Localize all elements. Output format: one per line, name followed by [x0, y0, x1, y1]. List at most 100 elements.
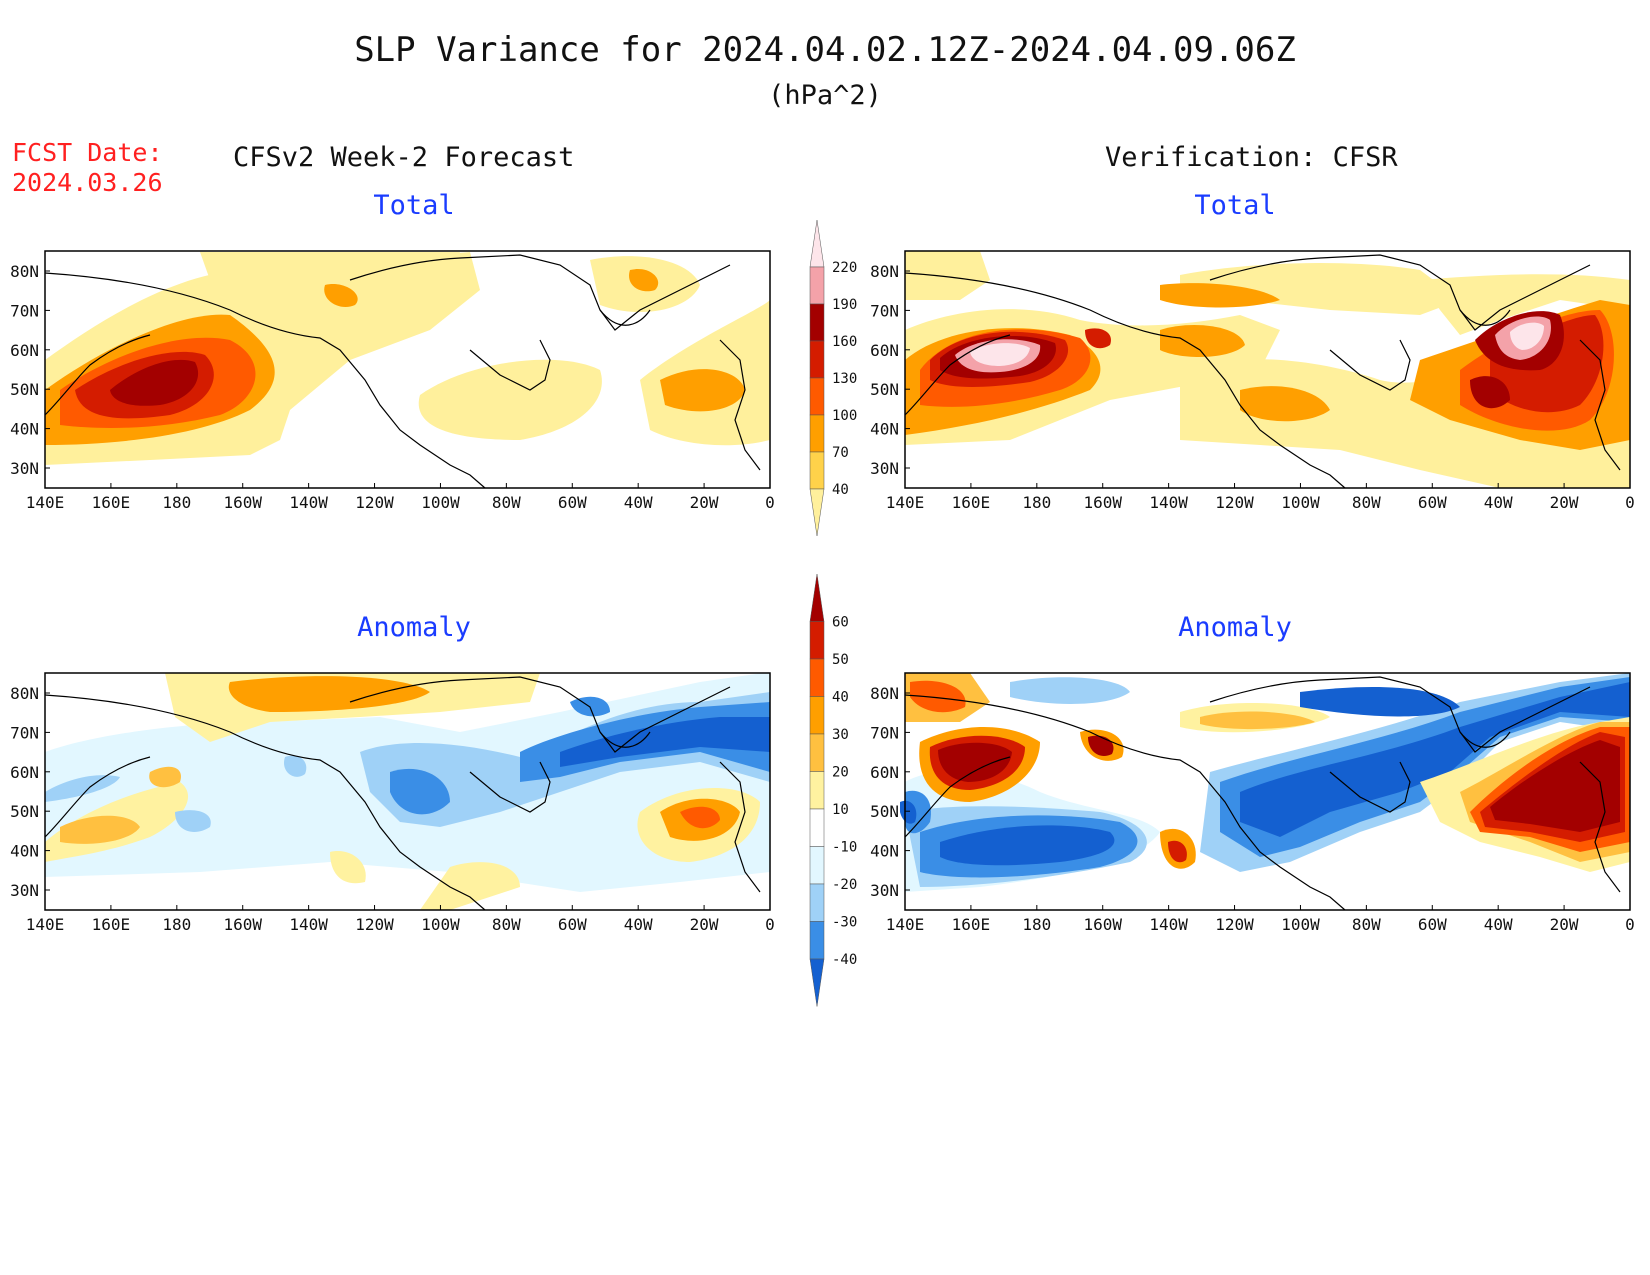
lon-tick-label: 140W — [1149, 493, 1188, 512]
colorbar-swatch — [809, 696, 825, 735]
lon-tick-label: 80W — [1352, 493, 1381, 512]
lon-tick-label: 160W — [1083, 493, 1122, 512]
lon-tick-label: 0 — [1625, 915, 1635, 934]
lat-tick-label: 70N — [10, 301, 39, 320]
map-panel-fcst-total: 140E 160E 180 160W 140W 120W 100W 80W 60W 40W 20W 0… — [10, 250, 775, 512]
lat-tick-label: 40N — [870, 842, 899, 861]
lat-tick-label: 40N — [870, 420, 899, 439]
colorbar-label: 20 — [832, 765, 849, 781]
lat-tick-label: 60N — [10, 341, 39, 360]
colorbar-label: 40 — [832, 482, 849, 498]
colorbar-label: 130 — [832, 371, 857, 387]
colorbar-label: -30 — [832, 915, 857, 931]
coastlines — [904, 676, 1621, 911]
lon-tick-label: 160W — [223, 493, 262, 512]
coastlines — [44, 254, 761, 489]
lon-tick-label: 80W — [1352, 915, 1381, 934]
colorbar-label: 30 — [832, 727, 849, 743]
colorbar-label: 220 — [832, 260, 857, 276]
lon-tick-label: 100W — [1281, 493, 1320, 512]
colorbar-swatch — [809, 451, 825, 490]
lon-tick-label: 180 — [1022, 915, 1051, 934]
lon-tick-label: 180 — [162, 493, 191, 512]
lat-tick-labels: 80N 70N 60N 50N 40N 30N — [10, 262, 50, 478]
lat-tick-label: 70N — [870, 723, 899, 742]
lat-tick-label: 60N — [870, 763, 899, 782]
lon-tick-label: 140W — [289, 493, 328, 512]
lon-tick-labels: 140E 160E 180 160W 140W 120W 100W 80W 60W 40W 20W 0 — [886, 483, 1635, 512]
lon-tick-label: 100W — [421, 915, 460, 934]
lon-tick-label: 20W — [690, 915, 719, 934]
lon-tick-label: 60W — [558, 915, 587, 934]
map-panel-fcst-anomaly: 140E 160E 180 160W 140W 120W 100W 80W 60W 40W 20W 0… — [10, 672, 775, 934]
lon-tick-label: 160E — [952, 493, 991, 512]
lon-tick-label: 120W — [1215, 493, 1254, 512]
lon-tick-label: 60W — [1418, 493, 1447, 512]
colorbar-swatch — [809, 958, 825, 1007]
lon-tick-label: 40W — [1484, 915, 1513, 934]
colorbar-swatch — [809, 658, 825, 697]
colorbar-swatch — [809, 219, 825, 268]
colorbar-swatch — [809, 621, 825, 660]
lon-tick-label: 120W — [355, 915, 394, 934]
lon-tick-label: 160E — [952, 915, 991, 934]
colorbar-label: 40 — [832, 690, 849, 706]
panel-frame — [904, 250, 1631, 489]
colorbar-swatch — [809, 488, 825, 537]
figure-title: SLP Variance for 2024.04.02.12Z-2024.04.… — [354, 30, 1296, 70]
lon-tick-label: 0 — [765, 915, 775, 934]
lon-tick-label: 100W — [421, 493, 460, 512]
lat-tick-label: 30N — [870, 459, 899, 478]
colorbar-label: 70 — [832, 445, 849, 461]
colorbar-swatch — [809, 414, 825, 453]
fcst-date-label: FCST Date: — [12, 138, 163, 167]
lon-tick-label: 40W — [624, 493, 653, 512]
lon-tick-label: 140E — [26, 493, 65, 512]
panel-frame — [904, 672, 1631, 911]
lon-tick-label: 140E — [886, 493, 925, 512]
colorbar-swatch — [809, 883, 825, 922]
lat-tick-labels: 80N 70N 60N 50N 40N 30N — [10, 684, 50, 900]
lon-tick-label: 120W — [355, 493, 394, 512]
lon-tick-label: 60W — [558, 493, 587, 512]
lon-tick-label: 80W — [492, 915, 521, 934]
colorbar-swatch — [809, 921, 825, 960]
lon-tick-label: 180 — [1022, 493, 1051, 512]
lon-tick-label: 160E — [92, 493, 131, 512]
lat-tick-labels: 80N 70N 60N 50N 40N 30N — [870, 262, 910, 478]
lon-tick-label: 60W — [1418, 915, 1447, 934]
lon-tick-label: 160W — [1083, 915, 1122, 934]
contour-fill — [45, 672, 770, 910]
forecast-header: CFSv2 Week-2 Forecast — [233, 142, 575, 173]
panel-subtitle-cfsr-total: Total — [1194, 190, 1276, 221]
lat-tick-label: 50N — [870, 380, 899, 399]
lat-tick-label: 80N — [10, 684, 39, 703]
colorbar-label: -20 — [832, 877, 857, 893]
lat-tick-label: 30N — [870, 881, 899, 900]
colorbar-swatch — [809, 303, 825, 342]
lon-tick-label: 40W — [624, 915, 653, 934]
lon-tick-label: 160W — [223, 915, 262, 934]
lon-tick-label: 180 — [162, 915, 191, 934]
lon-tick-label: 0 — [1625, 493, 1635, 512]
lon-tick-label: 140E — [26, 915, 65, 934]
lat-tick-label: 50N — [870, 802, 899, 821]
lat-tick-label: 40N — [10, 842, 39, 861]
colorbar-swatch — [809, 808, 825, 847]
lat-tick-label: 30N — [10, 881, 39, 900]
panel-subtitle-fcst-total: Total — [373, 190, 455, 221]
lon-tick-label: 100W — [1281, 915, 1320, 934]
lat-tick-label: 60N — [870, 341, 899, 360]
panel-frame — [44, 672, 771, 911]
lon-tick-labels: 140E 160E 180 160W 140W 120W 100W 80W 60W 40W 20W 0 — [886, 905, 1635, 934]
colorbar-label: 160 — [832, 334, 857, 350]
lon-tick-label: 140W — [289, 915, 328, 934]
lat-tick-labels: 80N 70N 60N 50N 40N 30N — [870, 684, 910, 900]
contour-fill — [900, 673, 1630, 892]
lon-tick-label: 40W — [1484, 493, 1513, 512]
colorbar-label: 190 — [832, 297, 857, 313]
fcst-date-value: 2024.03.26 — [12, 168, 163, 197]
colorbar-label: 50 — [832, 652, 849, 668]
lon-tick-label: 160E — [92, 915, 131, 934]
colorbar-swatch — [809, 266, 825, 305]
